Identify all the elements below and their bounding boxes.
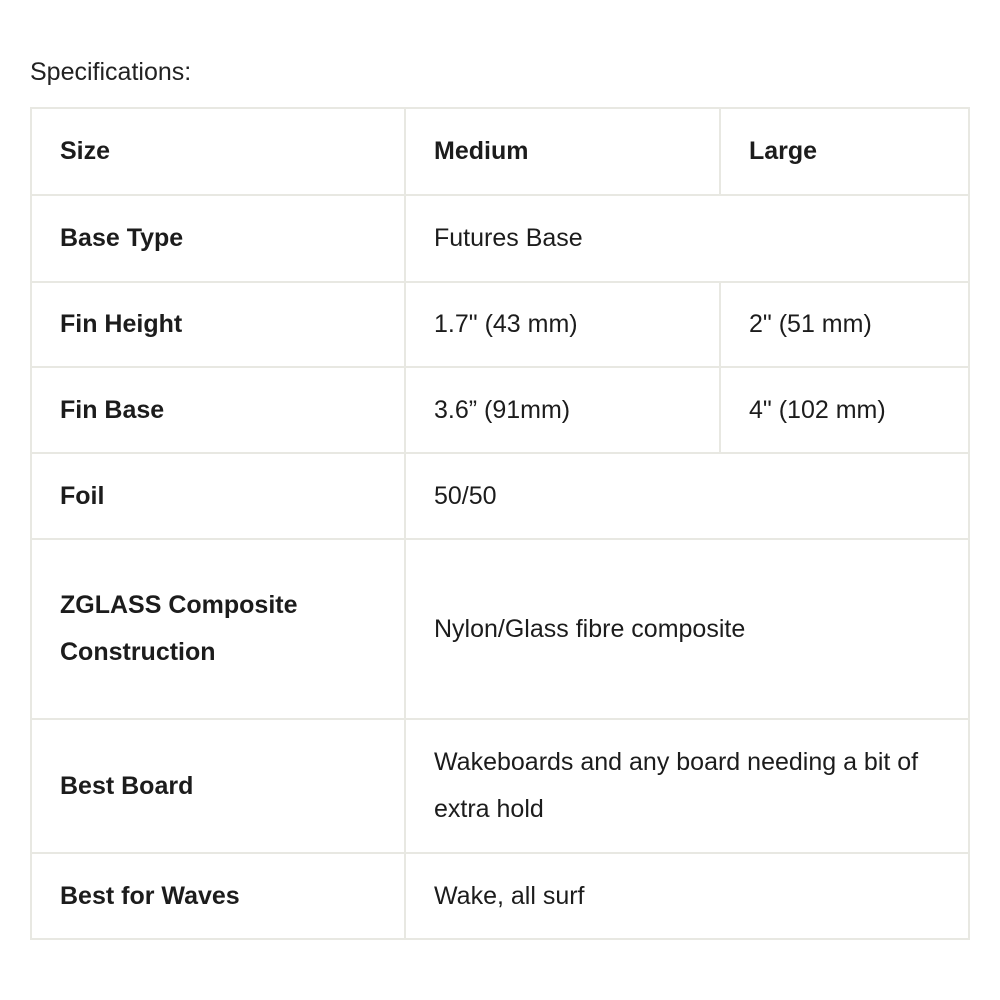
specifications-table: Size Medium Large Base Type Futures Base… bbox=[30, 107, 970, 940]
cell-value: Wake, all surf bbox=[404, 852, 970, 940]
row-label: Foil bbox=[30, 452, 406, 540]
cell-value: Medium bbox=[404, 107, 721, 196]
table-row: Base Type Futures Base bbox=[30, 194, 970, 283]
cell-value: Futures Base bbox=[404, 194, 970, 283]
row-label: Size bbox=[30, 107, 406, 196]
cell-value: Large bbox=[719, 107, 970, 196]
cell-value: 2" (51 mm) bbox=[719, 281, 970, 368]
row-label: Fin Base bbox=[30, 366, 406, 454]
row-label: Best Board bbox=[30, 718, 406, 854]
row-label: Best for Waves bbox=[30, 852, 406, 940]
table-row: Best for Waves Wake, all surf bbox=[30, 852, 970, 940]
table-row: Best Board Wakeboards and any board need… bbox=[30, 718, 970, 854]
cell-value: Nylon/Glass fibre composite bbox=[404, 538, 970, 720]
table-row: Fin Base 3.6” (91mm) 4" (102 mm) bbox=[30, 366, 970, 454]
row-label: Fin Height bbox=[30, 281, 406, 368]
cell-value: 3.6” (91mm) bbox=[404, 366, 721, 454]
table-row: ZGLASS Composite Construction Nylon/Glas… bbox=[30, 538, 970, 720]
cell-value: 1.7" (43 mm) bbox=[404, 281, 721, 368]
cell-value: Wakeboards and any board needing a bit o… bbox=[404, 718, 970, 854]
table-row: Fin Height 1.7" (43 mm) 2" (51 mm) bbox=[30, 281, 970, 368]
table-row: Foil 50/50 bbox=[30, 452, 970, 540]
row-label: Base Type bbox=[30, 194, 406, 283]
table-row: Size Medium Large bbox=[30, 107, 970, 196]
cell-value: 4" (102 mm) bbox=[719, 366, 970, 454]
specifications-heading: Specifications: bbox=[30, 58, 192, 86]
row-label: ZGLASS Composite Construction bbox=[30, 538, 406, 720]
cell-value: 50/50 bbox=[404, 452, 970, 540]
